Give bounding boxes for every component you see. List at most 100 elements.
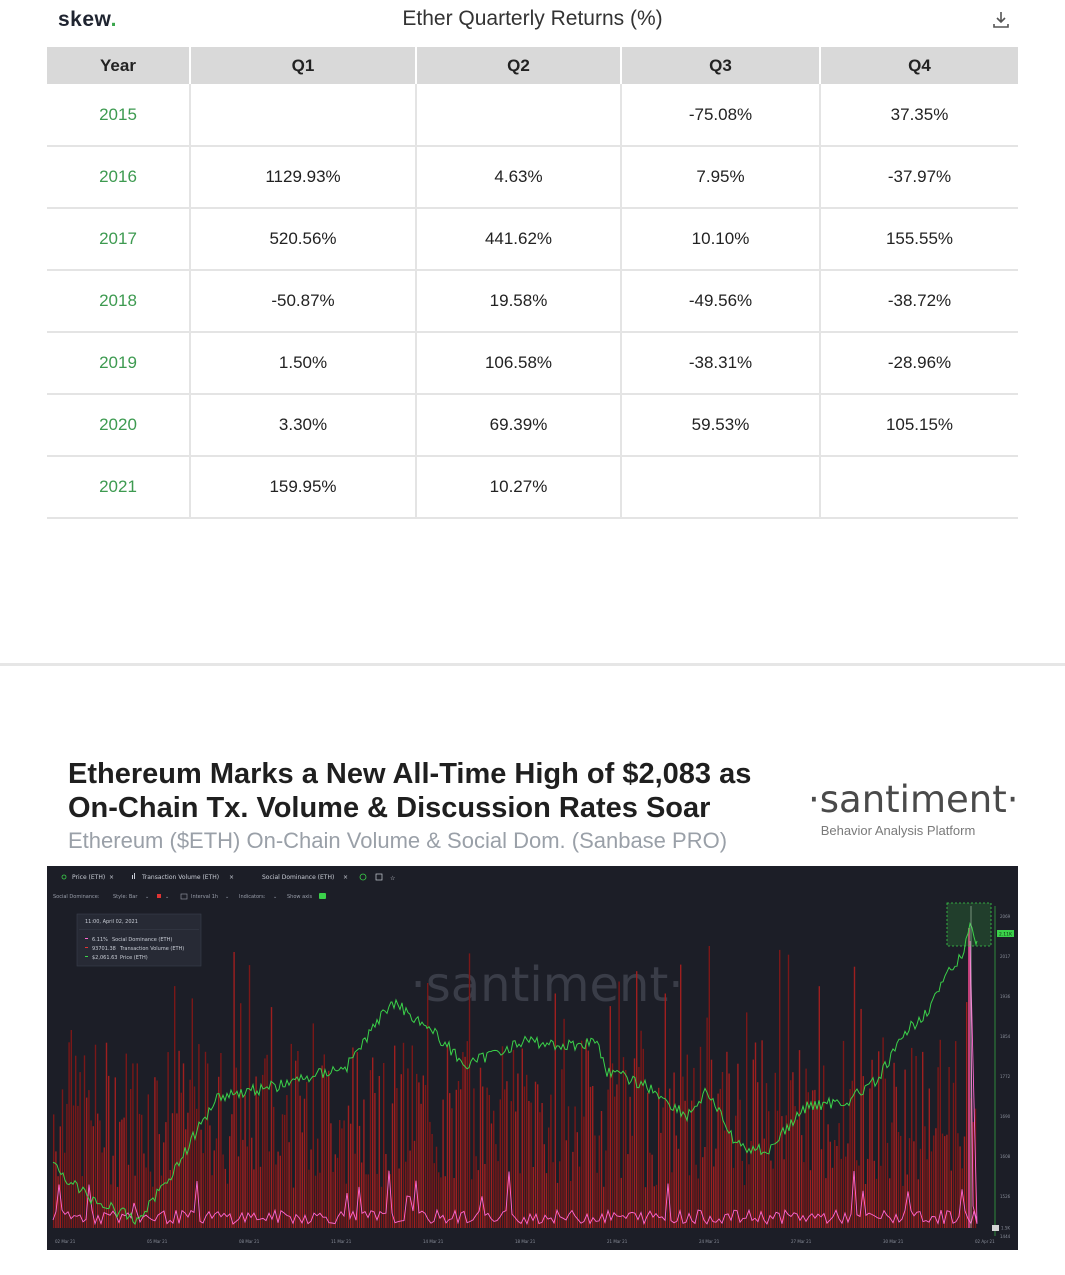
volume-bar (739, 1099, 741, 1228)
volume-bar (284, 1114, 286, 1228)
star-icon[interactable]: ☆ (390, 875, 395, 882)
volume-bar (849, 1089, 851, 1228)
volume-bar (424, 1085, 427, 1228)
section-divider (0, 663, 1065, 666)
volume-bar (325, 1077, 328, 1228)
close-icon[interactable]: × (229, 874, 234, 881)
volume-bar (372, 1057, 374, 1228)
price-tick-label: 1608 (1000, 1154, 1011, 1159)
volume-bar (812, 1090, 814, 1228)
volume-bar (383, 1063, 385, 1228)
volume-bar (116, 1186, 119, 1228)
volume-bar (301, 1132, 303, 1228)
volume-bar (715, 1148, 717, 1228)
volume-bar (101, 1152, 103, 1228)
volume-bar (411, 1045, 413, 1228)
volume-bar (508, 1177, 510, 1228)
tab-transaction-volume[interactable]: Transaction Volume (ETH) (141, 874, 219, 881)
volume-bar (246, 1146, 248, 1228)
volume-bar (567, 1106, 570, 1228)
volume-bar (420, 1103, 422, 1228)
volume-bar (341, 1128, 343, 1228)
volume-bar (92, 1126, 94, 1228)
tooltip-volume-value: 93701.38 (92, 946, 116, 952)
tooltip-box (76, 913, 202, 967)
volume-bar (453, 1178, 455, 1228)
year-cell: 2020 (47, 394, 191, 457)
sanbase-chart[interactable]: Price (ETH) × Transaction Volume (ETH) ×… (47, 866, 1018, 1250)
date-tick-label: 08 Mar 21 (239, 1239, 260, 1244)
volume-bar (398, 1168, 400, 1228)
setting-indicators[interactable]: Indicators: (239, 894, 266, 900)
date-axis-ticks: 02 Mar 21 05 Mar 21 08 Mar 21 11 Mar 21 14 M… (55, 1239, 995, 1244)
volume-bar (81, 1176, 83, 1228)
date-tick-label: 24 Mar 21 (699, 1239, 720, 1244)
volume-bar (576, 1132, 578, 1228)
volume-bar (180, 1092, 182, 1228)
volume-bar (367, 1174, 369, 1228)
ath-highlight-box (946, 902, 992, 947)
sanbase-chart-svg: Price (ETH) × Transaction Volume (ETH) ×… (47, 866, 1018, 1250)
header-q3: Q3 (621, 47, 821, 84)
volume-bar (972, 1122, 974, 1228)
volume-bar (708, 946, 710, 1228)
volume-bar (90, 1120, 92, 1228)
close-icon[interactable]: × (343, 874, 348, 881)
lock-icon[interactable] (375, 873, 383, 881)
volume-bar (220, 1053, 222, 1228)
volume-bar (343, 1120, 345, 1228)
volume-bar (823, 1065, 825, 1228)
volume-bar (207, 1063, 209, 1228)
table-row: 2020 3.30% 69.39% 59.53% 105.15% (47, 394, 1018, 457)
legend-price-swatch (85, 956, 88, 957)
volume-bar (556, 1182, 559, 1228)
volume-bar (134, 1175, 136, 1228)
date-tick-label: 14 Mar 21 (423, 1239, 444, 1244)
volume-bar (798, 1050, 801, 1228)
volume-bar (121, 1119, 123, 1228)
volume-bar (314, 1175, 317, 1228)
tab-price[interactable]: Price (ETH) (72, 874, 105, 881)
volume-bar (497, 1161, 499, 1228)
q4-cell: 105.15% (820, 394, 1018, 457)
santiment-headline: Ethereum Marks a New All-Time High of $2… (68, 758, 752, 824)
volume-bar (369, 1070, 372, 1228)
q4-cell: -28.96% (820, 332, 1018, 395)
color-swatch[interactable] (157, 894, 161, 898)
volume-bar (697, 1178, 699, 1228)
volume-bar (884, 1078, 886, 1228)
volume-bar (292, 1187, 295, 1228)
volume-bar (889, 1178, 891, 1228)
volume-bar (785, 1115, 787, 1228)
settings-icon[interactable] (359, 873, 367, 881)
volume-bar (105, 1042, 108, 1228)
show-axis-checkbox[interactable] (319, 893, 326, 899)
tooltip-price-label: Price (ETH) (120, 955, 148, 961)
close-icon[interactable]: × (109, 874, 114, 881)
chart-title: Ether Quarterly Returns (%) (402, 7, 663, 30)
volume-bar (112, 1155, 114, 1228)
bar-chart-icon-b (134, 873, 135, 879)
volume-bar (913, 1141, 915, 1228)
setting-interval[interactable]: Interval 1h (191, 894, 218, 900)
tab-social-dominance[interactable]: Social Dominance (ETH) (262, 874, 334, 881)
q1-cell: 3.30% (190, 394, 417, 457)
volume-bar (622, 1057, 625, 1228)
volume-bar (814, 1089, 816, 1228)
setting-metric-label: Social Dominance: (53, 894, 100, 900)
volume-bar (77, 1105, 79, 1228)
setting-show-axis[interactable]: Show axis (287, 894, 312, 900)
volume-bar (347, 1105, 350, 1228)
volume-bar (651, 1154, 653, 1228)
setting-style[interactable]: Style: Bar (113, 894, 138, 900)
volume-bar (167, 1052, 169, 1228)
volume-bar (354, 1153, 356, 1228)
volume-bar (880, 1165, 882, 1228)
volume-bar (156, 1080, 158, 1228)
volume-bar (561, 1069, 563, 1228)
volume-bar (103, 1147, 105, 1228)
download-icon[interactable] (992, 10, 1010, 30)
volume-bar (484, 1164, 486, 1228)
volume-bar (611, 1063, 614, 1228)
q3-cell: 59.53% (621, 394, 821, 457)
